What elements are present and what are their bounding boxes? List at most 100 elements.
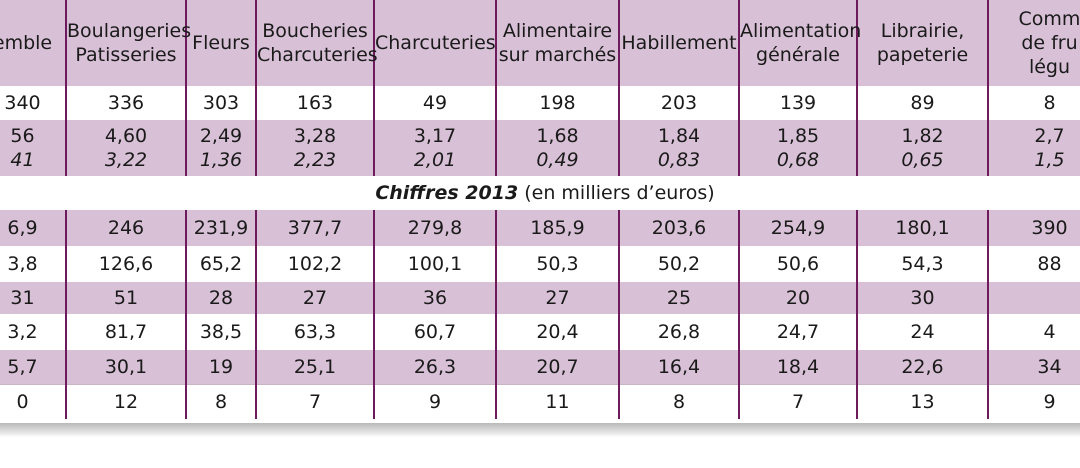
table-cell: 8 — [618, 384, 739, 419]
ratio-value-italic: 1,36 — [199, 149, 243, 171]
table-cell: 180,1 — [856, 210, 988, 246]
data-row: 0 12 8 7 9 11 8 7 13 9 — [0, 384, 1080, 419]
ratio-value: 1,85 — [776, 125, 820, 147]
table-cell: 3,2 — [0, 314, 66, 350]
column-header-line: Boulangeries — [67, 20, 192, 42]
table-cell: 20,7 — [495, 350, 619, 385]
ratio-value: 3,28 — [293, 125, 337, 147]
data-row: 31 51 28 27 36 27 25 20 30 — [0, 282, 1080, 314]
table-cell: 102,2 — [255, 246, 374, 282]
table-cell: 7 — [255, 384, 374, 419]
table-cell: 9 — [373, 384, 496, 419]
column-header: Fleurs — [185, 0, 256, 86]
count-cell: 8 — [987, 86, 1080, 120]
table-cell: 27 — [255, 282, 374, 314]
table-cell: 31 — [0, 282, 66, 314]
ratio-value-italic: 41 — [10, 149, 35, 171]
table-cell: 279,8 — [373, 210, 496, 246]
ratio-value: 2,49 — [199, 125, 243, 147]
table-cell: 63,3 — [255, 314, 374, 350]
column-header-line: Librairie, — [880, 20, 965, 42]
column-header-line: Fleurs — [192, 32, 250, 54]
table-cell: 36 — [373, 282, 496, 314]
table-bottom-shadow — [0, 423, 1080, 437]
table-cell: 11 — [495, 384, 619, 419]
count-cell: 203 — [618, 86, 739, 120]
column-header-line: de fru — [1021, 32, 1078, 54]
ratio-value: 4,60 — [104, 125, 148, 147]
table-cell: 38,5 — [185, 314, 256, 350]
count-cell: 303 — [185, 86, 256, 120]
ratio-value-italic: 0,83 — [657, 149, 701, 171]
table-cell: 20,4 — [495, 314, 619, 350]
ratio-value: 56 — [10, 125, 35, 147]
ratio-cell: 1,82 0,65 — [856, 120, 988, 176]
table-cell: 12 — [65, 384, 186, 419]
ratio-value-italic: 1,5 — [1034, 149, 1065, 171]
data-row: 6,9 246 231,9 377,7 279,8 185,9 203,6 254,9 180,… — [0, 210, 1080, 246]
table-cell: 100,1 — [373, 246, 496, 282]
ratio-value-italic: 2,01 — [413, 149, 457, 171]
ratio-value-italic: 3,22 — [104, 149, 148, 171]
section-heading: Chiffres 2013 (en milliers d’euros) — [0, 176, 1080, 210]
table-cell: 88 — [987, 246, 1080, 282]
ratio-cell: 1,84 0,83 — [618, 120, 739, 176]
ratio-cell: 3,17 2,01 — [373, 120, 496, 176]
table-cell: 3,8 — [0, 246, 66, 282]
ratio-value-italic: 0,49 — [536, 149, 579, 171]
table-cell: 30,1 — [65, 350, 186, 385]
table-cell: 8 — [185, 384, 256, 419]
table-cell: 13 — [856, 384, 988, 419]
ratio-cell: 2,7 1,5 — [987, 120, 1080, 176]
table-cell: 25,1 — [255, 350, 374, 385]
table-cell: 27 — [495, 282, 619, 314]
ratio-cell: 2,49 1,36 — [185, 120, 256, 176]
data-row: 3,2 81,7 38,5 63,3 60,7 20,4 26,8 24,7 24 4 — [0, 314, 1080, 350]
ratio-cell: 56 41 — [0, 120, 66, 176]
table-cell — [987, 282, 1080, 314]
count-cell: 198 — [495, 86, 619, 120]
ratio-value-italic: 0,65 — [901, 149, 944, 171]
column-header-line: Charcuteries — [375, 32, 496, 54]
table-cell: 26,3 — [373, 350, 496, 385]
table-cell: 65,2 — [185, 246, 256, 282]
ratio-cell: 1,68 0,49 — [495, 120, 619, 176]
table-cell: 30 — [856, 282, 988, 314]
header-row: embleBoulangeriesPatisseriesFleursBouche… — [0, 0, 1080, 86]
column-header: Boucheries Charcuteries — [255, 0, 378, 86]
data-table-container: embleBoulangeriesPatisseriesFleursBouche… — [0, 0, 1080, 419]
column-header-line: Alimentaire — [502, 20, 613, 42]
table-cell: 185,9 — [495, 210, 619, 246]
ratio-value: 3,17 — [413, 125, 457, 147]
count-cell: 139 — [738, 86, 857, 120]
column-header-line: emble — [0, 32, 53, 54]
data-row: 5,7 30,1 19 25,1 26,3 20,7 16,4 18,4 22,6 34 — [0, 350, 1080, 385]
column-header-line: générale — [756, 44, 840, 66]
table-cell: 22,6 — [856, 350, 988, 385]
column-header: Alimentation générale — [738, 0, 861, 86]
column-header-line: Comm — [1018, 8, 1080, 30]
table-cell: 18,4 — [738, 350, 857, 385]
table-cell: 4 — [987, 314, 1080, 350]
column-header-line: Boucheries — [262, 20, 368, 42]
column-header-line: légu — [1028, 56, 1071, 78]
column-header-line: papeterie — [876, 44, 969, 66]
table-cell: 390 — [987, 210, 1080, 246]
column-header-line: Patisseries — [75, 44, 177, 66]
table-cell: 60,7 — [373, 314, 496, 350]
data-row: 3,8 126,6 65,2 102,2 100,1 50,3 50,2 50,6 54,3 88 — [0, 246, 1080, 282]
column-header-line: Charcuteries — [257, 44, 378, 66]
table-cell: 24 — [856, 314, 988, 350]
column-header: Boulangeries Patisseries — [65, 0, 191, 86]
table-cell: 25 — [618, 282, 739, 314]
table-cell: 9 — [987, 384, 1080, 419]
table-cell: 34 — [987, 350, 1080, 385]
ratio-cell: 1,85 0,68 — [738, 120, 857, 176]
column-header: Habillement — [618, 0, 739, 86]
ratio-cell: 3,28 2,23 — [255, 120, 374, 176]
ratio-value: 2,7 — [1034, 125, 1065, 147]
column-header: Comm de fru légu — [987, 0, 1080, 86]
table-cell: 20 — [738, 282, 857, 314]
ratio-value-italic: 2,23 — [293, 149, 337, 171]
column-header: Alimentaire sur marchés — [495, 0, 619, 86]
